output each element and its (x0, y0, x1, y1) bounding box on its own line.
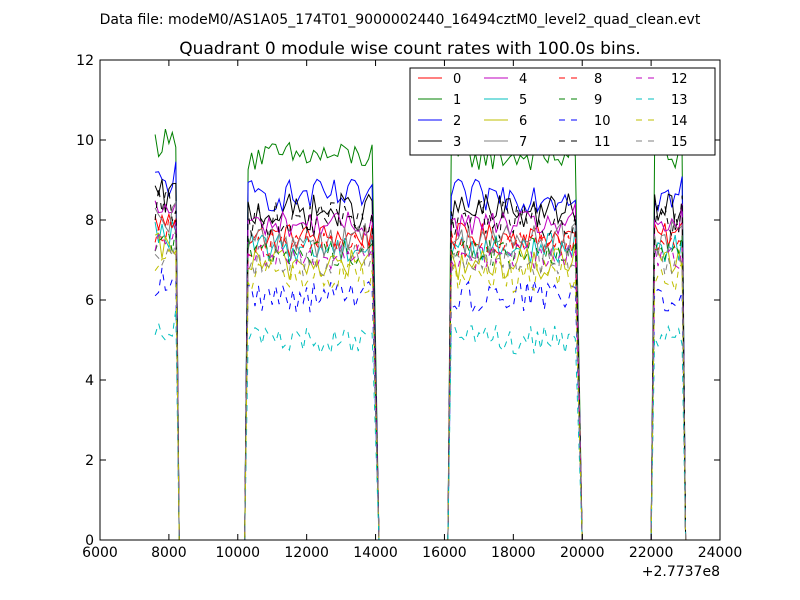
x-tick-label: 18000 (491, 545, 536, 561)
legend-label-5: 5 (519, 93, 527, 108)
series-line-15 (154, 240, 687, 540)
legend-label-6: 6 (519, 114, 527, 129)
chart-title: Quadrant 0 module wise count rates with … (179, 39, 640, 59)
series-layer (154, 128, 687, 540)
x-tick-label: 22000 (629, 545, 674, 561)
y-tick-label: 8 (85, 213, 94, 229)
legend-label-3: 3 (453, 135, 461, 150)
legend-label-2: 2 (453, 114, 461, 129)
legend-label-10: 10 (594, 114, 611, 129)
y-tick-label: 4 (85, 373, 94, 389)
legend-label-0: 0 (453, 72, 461, 87)
series-line-2 (155, 161, 687, 540)
y-tick-label: 10 (76, 133, 94, 149)
y-tick-label: 2 (85, 453, 94, 469)
series-line-9 (154, 228, 687, 540)
legend-label-9: 9 (594, 93, 602, 108)
series-line-13 (154, 309, 687, 540)
figure-suptitle: Data file: modeM0/AS1A05_174T01_90000024… (100, 12, 701, 28)
y-tick-label: 12 (76, 53, 94, 69)
series-line-11 (154, 187, 687, 540)
x-axis-offset-label: +2.7737e8 (642, 564, 720, 580)
legend-label-1: 1 (453, 93, 461, 108)
x-tick-label: 14000 (353, 545, 398, 561)
x-tick-label: 16000 (422, 545, 467, 561)
legend-label-14: 14 (671, 114, 688, 129)
series-line-8 (154, 216, 687, 540)
legend-label-11: 11 (594, 135, 611, 150)
y-tick-label: 6 (85, 293, 94, 309)
x-tick-label: 24000 (698, 545, 743, 561)
x-axis: 6000 8000 10000 12000 14000 16000 18000 20000 22… (82, 60, 742, 561)
legend-label-8: 8 (594, 72, 602, 87)
x-tick-label: 6000 (82, 545, 118, 561)
series-line-12 (154, 221, 687, 540)
x-tick-label: 10000 (216, 545, 261, 561)
legend-label-15: 15 (671, 135, 688, 150)
legend-label-4: 4 (519, 72, 527, 87)
x-tick-label: 12000 (284, 545, 329, 561)
y-tick-label: 0 (85, 533, 94, 549)
legend-label-7: 7 (519, 135, 527, 150)
legend-label-13: 13 (671, 93, 688, 108)
x-tick-label: 8000 (151, 545, 187, 561)
series-line-10 (154, 267, 687, 540)
x-tick-label: 20000 (560, 545, 605, 561)
legend-label-12: 12 (671, 72, 688, 87)
